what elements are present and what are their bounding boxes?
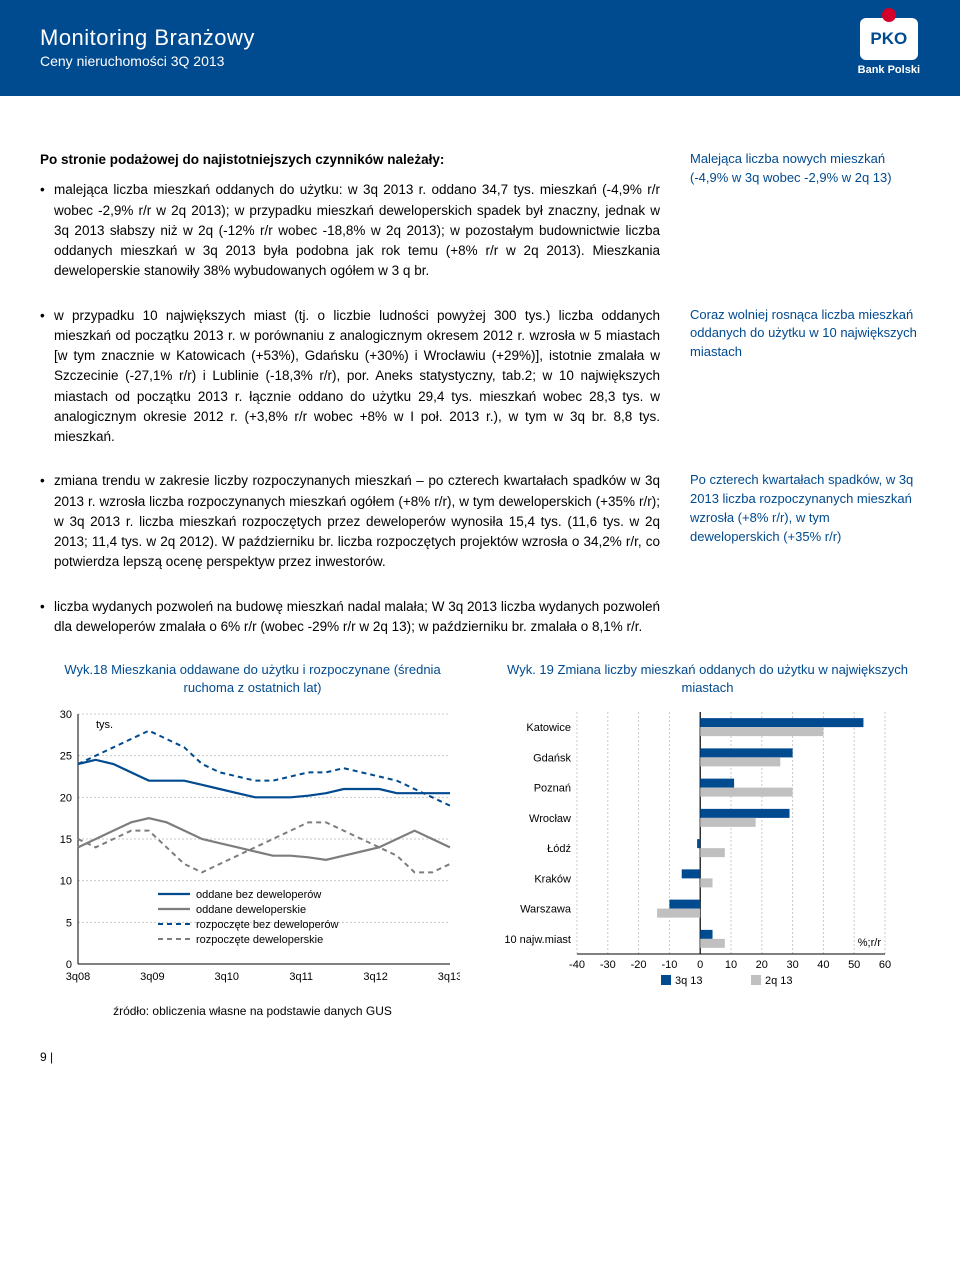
charts-row: Wyk.18 Mieszkania oddawane do użytku i r… xyxy=(40,661,920,1018)
svg-text:-30: -30 xyxy=(600,959,616,971)
svg-text:tys.: tys. xyxy=(96,719,113,731)
sidenote-2: Coraz wolniej rosnąca liczba mieszkań od… xyxy=(690,306,920,458)
bank-logo: PKO Bank Polski xyxy=(858,18,920,76)
svg-text:20: 20 xyxy=(60,792,72,804)
svg-text:Łódź: Łódź xyxy=(547,843,571,855)
svg-text:rozpoczęte deweloperskie: rozpoczęte deweloperskie xyxy=(196,934,323,946)
svg-text:rozpoczęte bez deweloperów: rozpoczęte bez deweloperów xyxy=(196,919,339,931)
svg-text:5: 5 xyxy=(66,917,72,929)
svg-text:-20: -20 xyxy=(631,959,647,971)
bullet-2: w przypadku 10 największych miast (tj. o… xyxy=(40,306,660,448)
svg-text:0: 0 xyxy=(697,959,703,971)
header-title: Monitoring Branżowy xyxy=(40,25,255,51)
logo-text: PKO xyxy=(870,29,907,49)
svg-text:40: 40 xyxy=(817,959,829,971)
logo-caption: Bank Polski xyxy=(858,64,920,76)
sidenote-1: Malejąca liczba nowych mieszkań (-4,9% w… xyxy=(690,150,920,292)
logo-icon: PKO xyxy=(860,18,918,60)
header-subtitle: Ceny nieruchomości 3Q 2013 xyxy=(40,53,255,69)
svg-text:10: 10 xyxy=(725,959,737,971)
svg-text:Kraków: Kraków xyxy=(534,873,571,885)
bullet-3: zmiana trendu w zakresie liczby rozpoczy… xyxy=(40,471,660,572)
svg-text:60: 60 xyxy=(879,959,891,971)
svg-text:10 najw.miast: 10 najw.miast xyxy=(504,934,571,946)
chart-19-block: Wyk. 19 Zmiana liczby mieszkań oddanych … xyxy=(495,661,920,1018)
svg-text:3q09: 3q09 xyxy=(140,971,164,983)
chart-18: 0 5 10 15 20 25 30 3q08 3q09 3q10 3q11 3q12 3q13 tys.… xyxy=(40,704,460,994)
svg-text:3q12: 3q12 xyxy=(363,971,387,983)
svg-text:oddane deweloperskie: oddane deweloperskie xyxy=(196,904,306,916)
chart-19-title: Wyk. 19 Zmiana liczby mieszkań oddanych … xyxy=(495,661,920,696)
svg-text:50: 50 xyxy=(848,959,860,971)
svg-text:-40: -40 xyxy=(569,959,585,971)
chart-18-source: źródło: obliczenia własne na podstawie d… xyxy=(40,1004,465,1018)
svg-text:30: 30 xyxy=(60,709,72,721)
svg-text:2q 13: 2q 13 xyxy=(765,975,793,987)
intro-text: Po stronie podażowej do najistotniejszyc… xyxy=(40,150,660,170)
svg-text:-10: -10 xyxy=(661,959,677,971)
sidenote-3: Po czterech kwartałach spadków, w 3q 201… xyxy=(690,471,920,582)
svg-text:3q11: 3q11 xyxy=(289,971,313,983)
header-titles: Monitoring Branżowy Ceny nieruchomości 3… xyxy=(40,25,255,69)
svg-text:Gdańsk: Gdańsk xyxy=(533,752,571,764)
report-header: Monitoring Branżowy Ceny nieruchomości 3… xyxy=(0,0,960,96)
svg-text:oddane bez deweloperów: oddane bez deweloperów xyxy=(196,889,321,901)
svg-text:25: 25 xyxy=(60,751,72,763)
svg-text:Katowice: Katowice xyxy=(526,722,571,734)
chart-19: -40 -30 -20 -10 0 10 20 30 40 50 60 Katowice Gdańsk P… xyxy=(495,704,915,994)
svg-text:15: 15 xyxy=(60,834,72,846)
chart-18-block: Wyk.18 Mieszkania oddawane do użytku i r… xyxy=(40,661,465,1018)
svg-text:Warszawa: Warszawa xyxy=(520,904,572,916)
svg-text:10: 10 xyxy=(60,876,72,888)
svg-text:3q 13: 3q 13 xyxy=(675,975,703,987)
svg-text:3q08: 3q08 xyxy=(66,971,90,983)
page-content: Po stronie podażowej do najistotniejszyc… xyxy=(0,96,960,1038)
bullet-1: malejąca liczba mieszkań oddanych do uży… xyxy=(40,180,660,281)
bullet-1a: malejąca liczba mieszkań oddanych do uży… xyxy=(54,182,534,197)
svg-text:3q13: 3q13 xyxy=(438,971,460,983)
svg-text:%;r/r: %;r/r xyxy=(858,937,882,949)
svg-text:Poznań: Poznań xyxy=(534,783,571,795)
svg-text:Wrocław: Wrocław xyxy=(529,813,571,825)
bullet-4: liczba wydanych pozwoleń na budowę miesz… xyxy=(40,597,660,638)
page-number: 9 | xyxy=(0,1038,960,1076)
svg-text:30: 30 xyxy=(786,959,798,971)
svg-text:20: 20 xyxy=(756,959,768,971)
svg-text:0: 0 xyxy=(66,959,72,971)
chart-18-title: Wyk.18 Mieszkania oddawane do użytku i r… xyxy=(40,661,465,696)
svg-text:3q10: 3q10 xyxy=(215,971,239,983)
